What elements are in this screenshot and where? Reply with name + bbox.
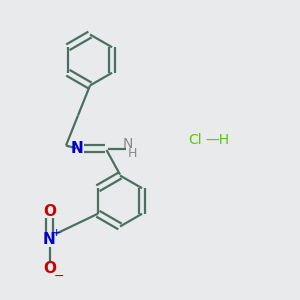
Text: H: H <box>127 147 137 161</box>
Text: N: N <box>122 137 133 151</box>
Text: O: O <box>43 204 56 219</box>
Text: N: N <box>43 232 56 247</box>
Text: Cl: Cl <box>188 133 202 146</box>
Text: —H: —H <box>206 133 230 146</box>
Text: −: − <box>53 269 64 283</box>
Text: N: N <box>70 141 83 156</box>
Text: O: O <box>43 261 56 276</box>
Text: +: + <box>51 228 61 239</box>
